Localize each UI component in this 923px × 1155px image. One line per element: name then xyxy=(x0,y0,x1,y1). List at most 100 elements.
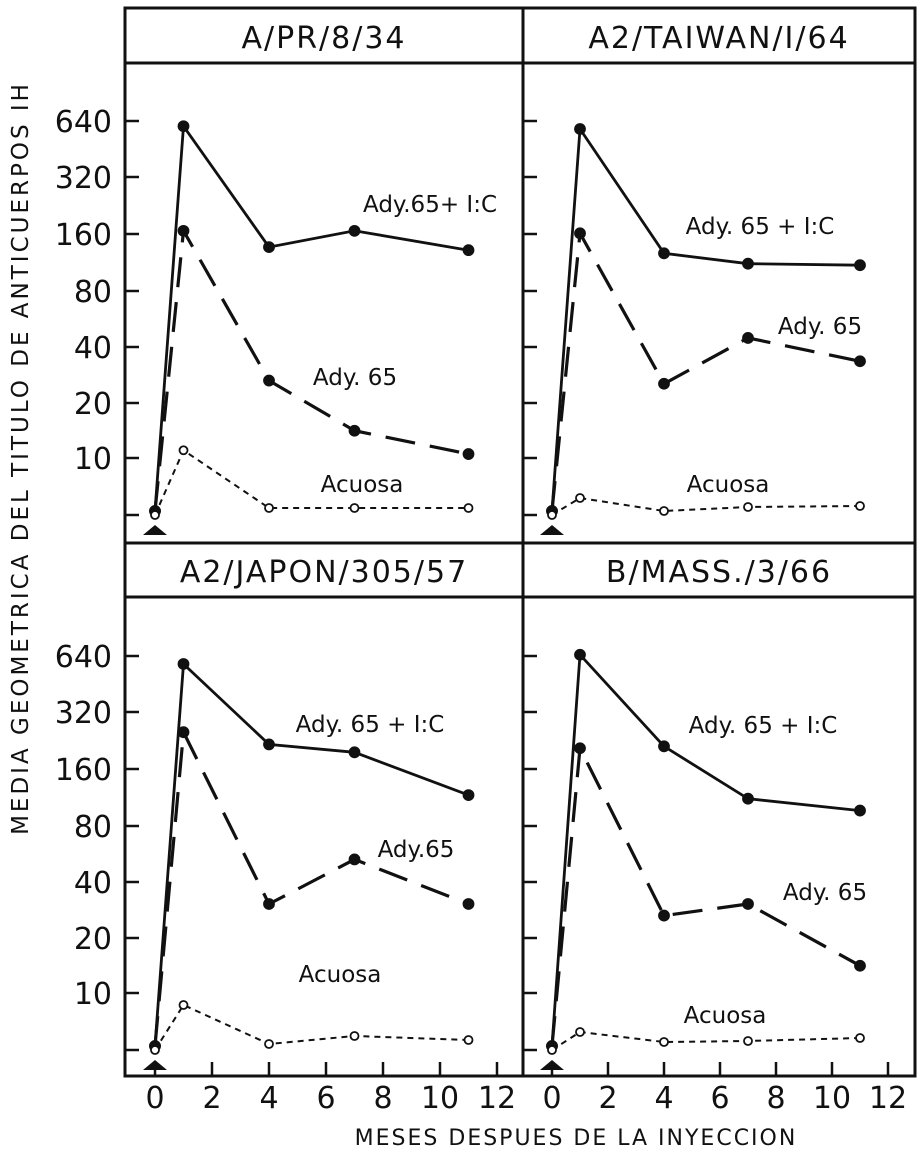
data-point xyxy=(462,789,475,801)
data-point xyxy=(150,510,160,520)
injection-arrow-icon xyxy=(540,525,564,535)
x-tick-label: 8 xyxy=(766,1081,785,1116)
data-point xyxy=(177,726,190,739)
x-tick-label: 0 xyxy=(542,1081,561,1116)
data-point xyxy=(658,909,670,922)
data-point xyxy=(150,1045,160,1055)
y-tick-label: 10 xyxy=(74,977,112,1012)
series-label: Acuosa xyxy=(321,472,404,498)
data-point xyxy=(575,493,585,503)
data-point xyxy=(658,740,670,753)
data-point xyxy=(348,224,361,237)
data-point xyxy=(855,501,865,511)
data-point xyxy=(178,1000,189,1010)
x-tick-label: 6 xyxy=(710,1081,729,1116)
y-axis-label: MEDIA GEOMETRICA DEL TITULO DE ANTICUERP… xyxy=(8,81,34,835)
panel-title: A/PR/8/34 xyxy=(241,21,406,56)
data-point xyxy=(742,257,754,270)
data-point xyxy=(177,120,190,133)
y-tick-label: 160 xyxy=(55,753,112,788)
x-tick-label: 8 xyxy=(373,1081,392,1116)
data-point xyxy=(574,123,586,135)
data-point xyxy=(547,510,557,520)
data-point xyxy=(462,448,475,460)
x-tick-label: 2 xyxy=(202,1081,221,1116)
series-line xyxy=(550,228,861,512)
data-point xyxy=(263,374,275,387)
x-tick-label: 0 xyxy=(145,1081,164,1116)
data-point xyxy=(574,227,586,240)
injection-arrow-icon xyxy=(540,1060,564,1070)
data-point xyxy=(178,445,189,456)
series-label: Acuosa xyxy=(684,1003,767,1029)
series-line xyxy=(154,1003,469,1051)
data-point xyxy=(854,355,866,368)
chart-panel-3: A2/JAPON/305/57 10 20 40 80 160 320 640 0 2 4 6 8 10 1… xyxy=(55,555,516,1116)
data-point xyxy=(462,244,475,257)
data-point xyxy=(854,804,866,817)
data-point xyxy=(463,503,474,513)
data-point xyxy=(742,898,754,910)
y-tick-label: 20 xyxy=(74,387,112,422)
series-line xyxy=(551,496,861,516)
data-point xyxy=(854,959,866,972)
x-tick-label: 12 xyxy=(869,1081,907,1116)
y-tick-label: 640 xyxy=(55,105,112,140)
x-tick-label: 10 xyxy=(813,1081,851,1116)
data-point xyxy=(349,1031,360,1041)
data-point xyxy=(659,506,669,516)
data-point xyxy=(742,332,754,344)
data-point xyxy=(574,648,586,661)
data-point xyxy=(658,247,670,260)
data-point xyxy=(854,259,866,272)
data-point xyxy=(264,1039,274,1049)
series-label: Ady. 65 + I:C xyxy=(296,712,445,738)
x-tick-label: 2 xyxy=(598,1081,617,1116)
x-axis-label: MESES DESPUES DE LA INYECCION xyxy=(355,1126,798,1151)
x-tick-label: 12 xyxy=(478,1081,516,1116)
data-point xyxy=(462,898,475,910)
data-point xyxy=(574,742,586,755)
x-tick-label: 10 xyxy=(421,1081,459,1116)
data-point xyxy=(263,241,275,254)
injection-arrow-icon xyxy=(143,525,167,535)
chart-panel-4: B/MASS./3/66 0 2 4 6 8 10 12 Ady. 65 + I:C Ady. 6… xyxy=(523,555,907,1116)
panel-title: A2/TAIWAN/I/64 xyxy=(588,21,849,56)
data-point xyxy=(348,424,361,437)
data-point xyxy=(264,503,274,513)
series-line xyxy=(550,742,861,1047)
y-tick-label: 80 xyxy=(74,275,112,310)
x-tick-label: 6 xyxy=(316,1081,335,1116)
series-label: Acuosa xyxy=(687,472,770,498)
data-point xyxy=(263,738,275,751)
y-tick-label: 80 xyxy=(74,810,112,845)
series-label: Ady.65 xyxy=(378,837,455,863)
x-tick-label: 4 xyxy=(654,1081,673,1116)
data-point xyxy=(463,1035,474,1045)
y-tick-label: 40 xyxy=(74,866,112,901)
series-line xyxy=(551,1030,861,1051)
series-line xyxy=(154,448,469,516)
y-tick-label: 320 xyxy=(55,161,112,196)
data-point xyxy=(348,746,361,759)
y-tick-label: 640 xyxy=(55,640,112,675)
chart-panel-2: A2/TAIWAN/I/64 Ady. 65 + I:C Ady. 65 Acuosa xyxy=(523,21,866,535)
data-point xyxy=(349,503,360,513)
data-point xyxy=(547,1045,557,1055)
chart-panel-1: A/PR/8/34 10 20 40 80 160 320 640 Ady.65+ I:C Ady… xyxy=(55,21,497,535)
series-label: Acuosa xyxy=(299,962,382,988)
data-point xyxy=(177,224,190,237)
series-line xyxy=(153,225,469,512)
series-line xyxy=(153,122,469,512)
series-label: Ady. 65 xyxy=(778,314,862,340)
data-point xyxy=(659,1037,669,1047)
series-label: Ady. 65 + I:C xyxy=(686,214,835,240)
series-line xyxy=(153,726,470,1047)
series-label: Ady. 65 + I:C xyxy=(689,713,838,739)
series-label: Ady. 65 xyxy=(783,880,867,906)
panel-frames xyxy=(123,6,917,1078)
data-point xyxy=(658,377,670,390)
data-point xyxy=(575,1027,585,1037)
